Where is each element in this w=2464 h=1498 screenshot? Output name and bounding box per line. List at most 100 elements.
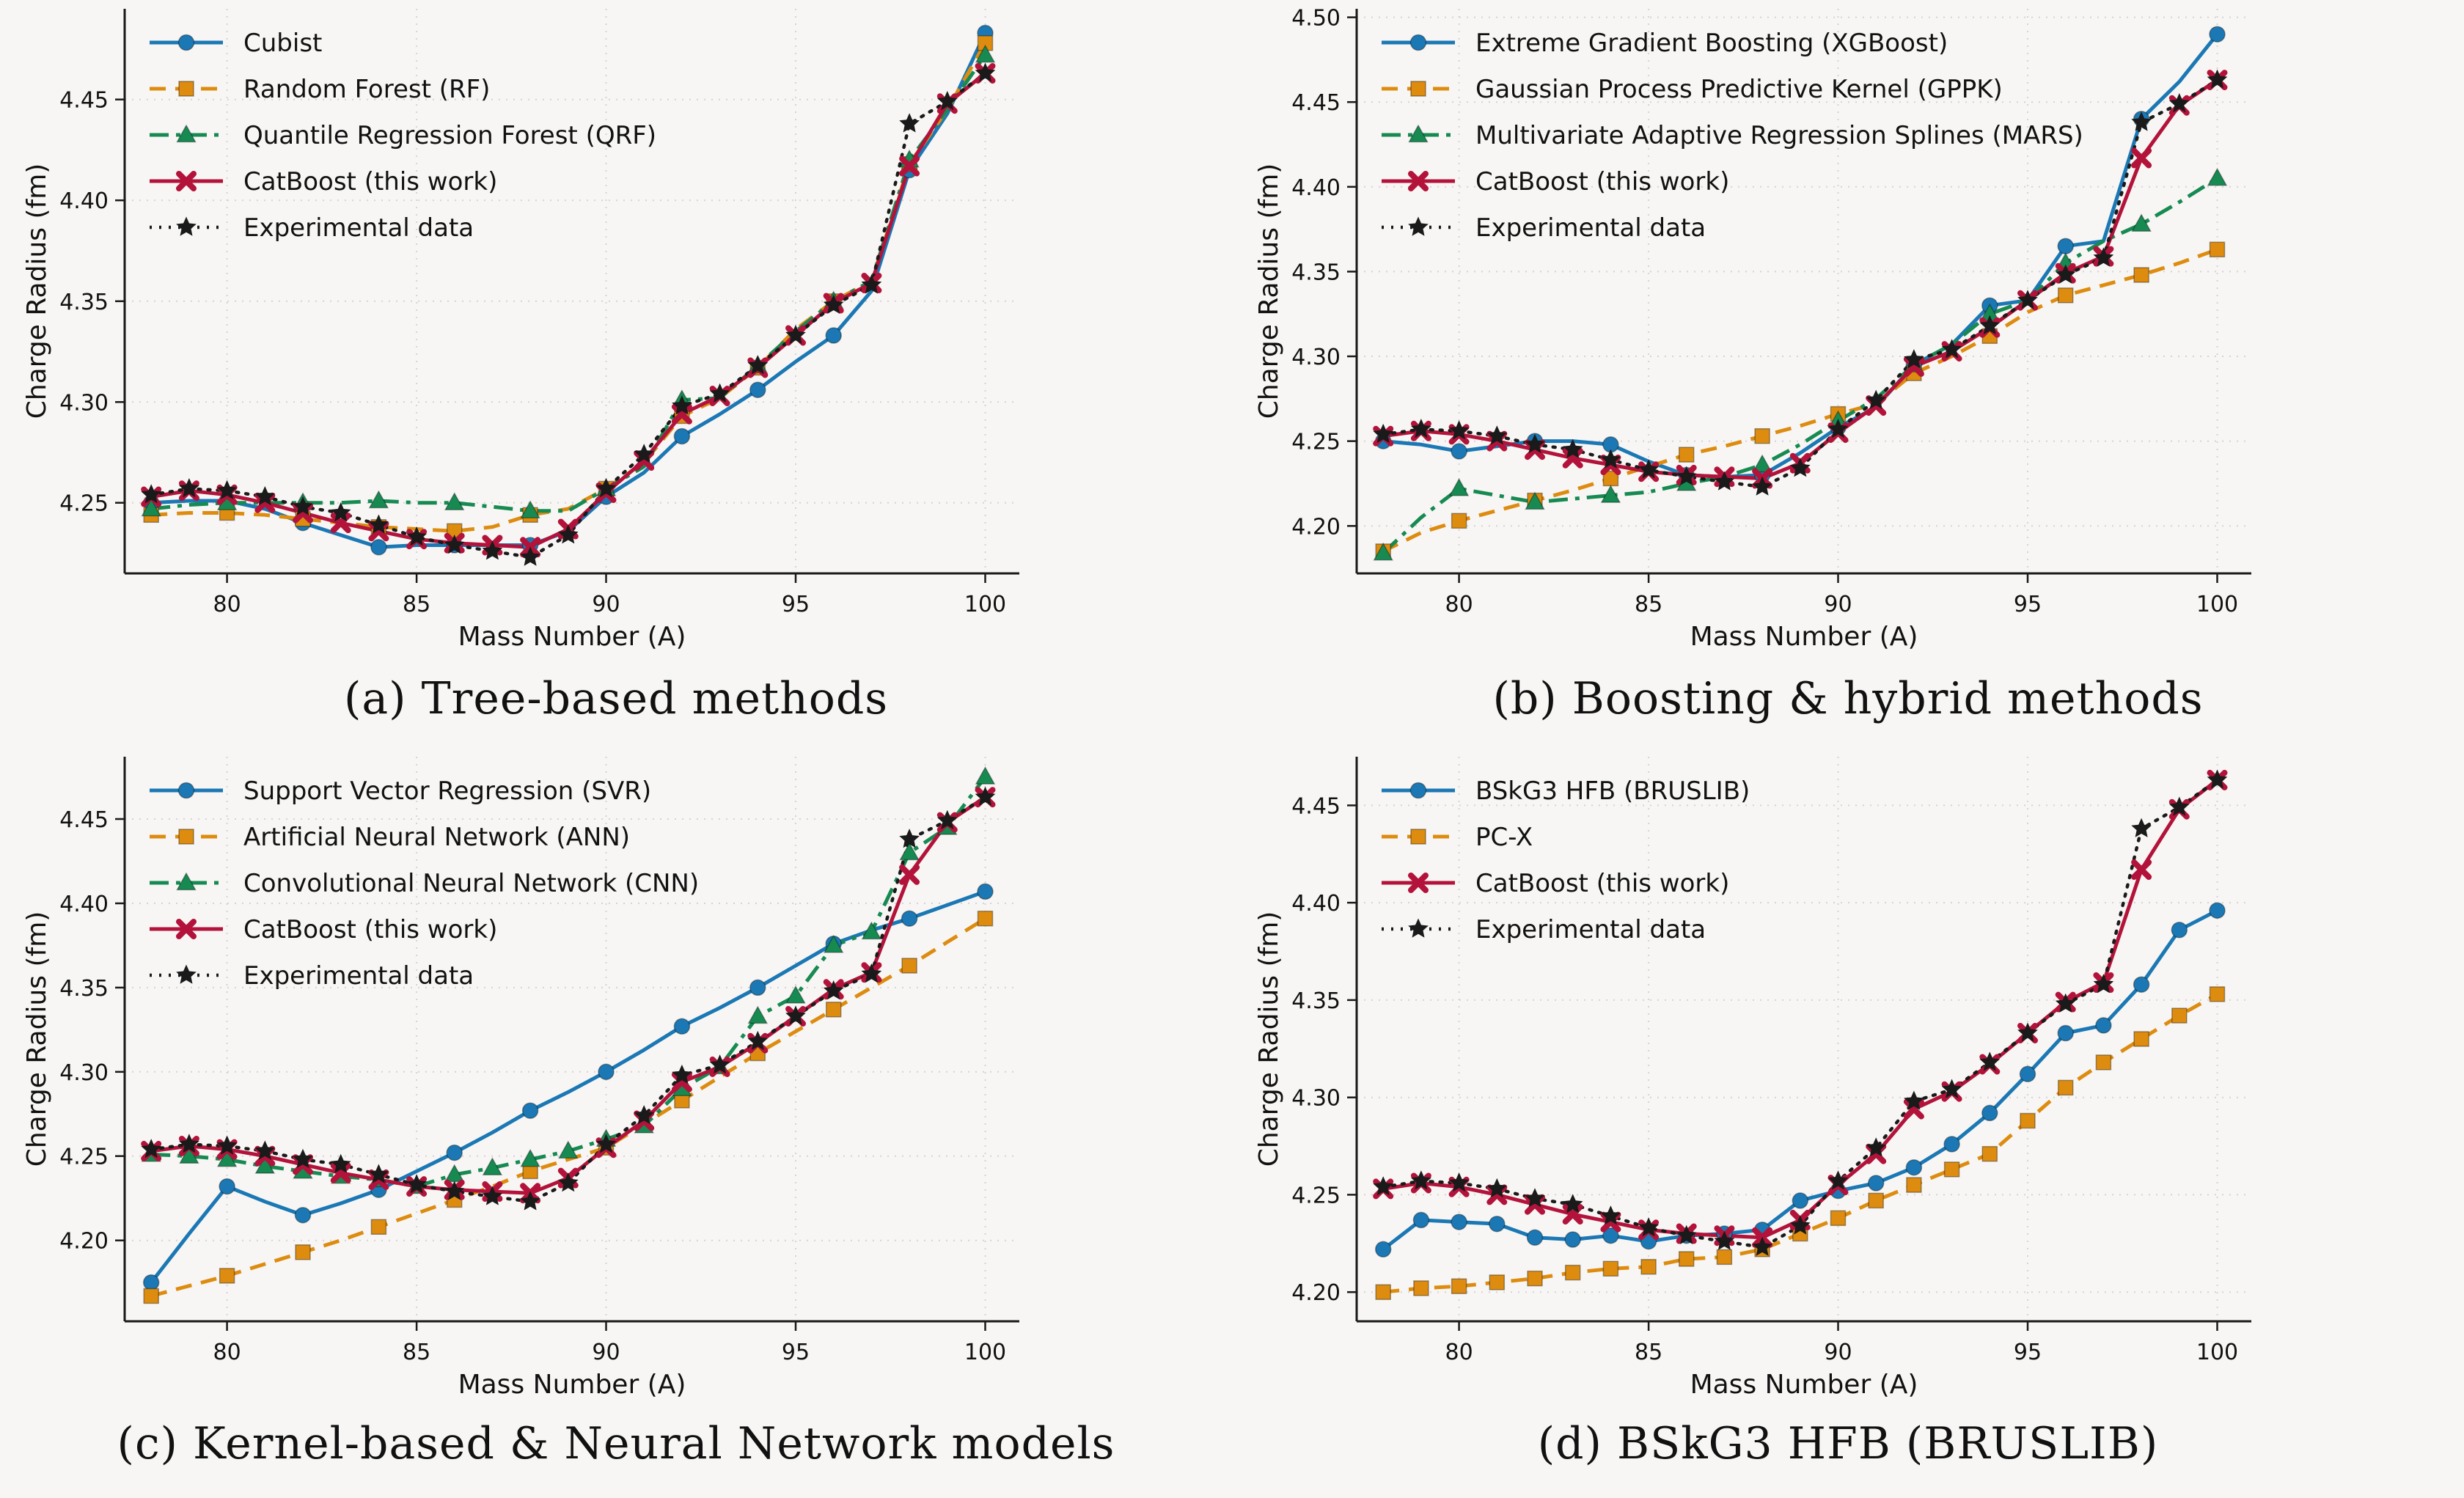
series-marker-star xyxy=(634,1105,654,1125)
series-marker-circle xyxy=(673,427,691,445)
series-marker-circle xyxy=(1412,1211,1430,1229)
series-marker-circle xyxy=(177,782,195,799)
series-marker-star xyxy=(1979,315,2001,335)
axis-tick-label-y: 4.45 xyxy=(1291,793,1341,819)
series-marker-star xyxy=(899,829,920,848)
axis-tick-label-x: 80 xyxy=(213,592,241,617)
axis-tick-label-y: 4.20 xyxy=(1291,1280,1341,1306)
legend-item: Gaussian Process Predictive Kernel (GPPK… xyxy=(1382,75,2003,104)
series-marker-x xyxy=(176,919,197,939)
series-marker-triangle xyxy=(861,921,882,940)
axis-tick-label-y: 4.35 xyxy=(59,290,109,315)
series-line xyxy=(1382,33,2219,479)
axis-tick-label-x: 80 xyxy=(1445,1340,1473,1365)
series-marker-star xyxy=(179,1134,199,1153)
series-marker-circle xyxy=(1981,1104,1998,1122)
legend-item: CatBoost (this work) xyxy=(150,915,497,944)
series-marker-circle xyxy=(2057,238,2074,254)
series-marker-x xyxy=(671,1071,692,1093)
series-marker-circle xyxy=(1451,1214,1467,1230)
panel-boosting-hybrid: 80 85 90 95 100 4.20 4.25 4.30 4.35 4.40 4.45 4.50 M… xyxy=(1232,0,2464,748)
series-line xyxy=(1382,177,2218,555)
series-marker-star xyxy=(2055,993,2076,1013)
series-marker-star xyxy=(975,786,996,806)
series-marker-star xyxy=(1408,216,1429,236)
series-marker-star xyxy=(1486,1178,1508,1198)
axis-tick-label-y: 4.35 xyxy=(59,976,109,1002)
axis-tick-label-x: 90 xyxy=(1824,592,1852,617)
legend-item-label: Experimental data xyxy=(243,961,474,991)
x-axis-label: Mass Number (A) xyxy=(458,1370,686,1400)
axis-tick-label-y: 4.50 xyxy=(1291,6,1341,32)
series-marker-triangle xyxy=(1752,454,1772,473)
x-axis-label: Mass Number (A) xyxy=(1690,1370,1918,1400)
series-marker-star xyxy=(2207,69,2228,89)
series-marker-star xyxy=(823,294,844,314)
series-marker-circle xyxy=(142,1274,160,1291)
series-marker-star xyxy=(1373,423,1393,444)
axis-tick-label-x: 85 xyxy=(403,1340,430,1365)
series-marker-circle xyxy=(521,1102,539,1119)
series-line xyxy=(150,917,986,1298)
series-line xyxy=(1381,78,2219,489)
series-line xyxy=(149,795,987,1204)
panel-tree-based: 80 85 90 95 100 4.25 4.30 4.35 4.40 4.45 Mass Numb… xyxy=(0,0,1232,748)
series-marker-star xyxy=(1866,389,1886,409)
axis-tick-label-x: 100 xyxy=(964,1340,1006,1365)
axis-tick-label-y: 4.20 xyxy=(59,1229,109,1255)
series-marker-square xyxy=(1981,1145,1998,1162)
series-marker-star xyxy=(179,478,199,498)
series-marker-triangle xyxy=(520,500,540,518)
series-marker-square xyxy=(1489,1274,1506,1290)
legend-item-label: CatBoost (this work) xyxy=(243,167,497,197)
legend-item-label: CatBoost (this work) xyxy=(243,915,497,944)
axis-tick-label-y: 4.30 xyxy=(1291,345,1341,370)
axis-tick-label-y: 4.45 xyxy=(59,807,109,833)
series-marker-star xyxy=(293,1148,313,1168)
series-marker-star xyxy=(2093,974,2114,994)
series-marker-circle xyxy=(1451,443,1467,460)
axis-tick-label-x: 90 xyxy=(592,1340,620,1365)
series-marker-star xyxy=(558,524,579,544)
series-marker-star xyxy=(1638,1217,1659,1237)
legend-item-label: Gaussian Process Predictive Kernel (GPPK… xyxy=(1475,75,2003,104)
series-marker-star xyxy=(1866,1137,1886,1157)
legend-item: Cubist xyxy=(150,29,322,58)
series-marker-circle xyxy=(2133,976,2150,993)
series-marker-square xyxy=(1602,1260,1619,1277)
series-marker-circle xyxy=(370,539,387,556)
series-marker-circle xyxy=(1526,1229,1544,1247)
series-marker-star xyxy=(595,1134,617,1153)
series-marker-star xyxy=(1448,420,1470,440)
series-marker-x xyxy=(2131,147,2152,169)
series-marker-triangle xyxy=(482,1157,503,1176)
series-marker-star xyxy=(2207,769,2228,789)
series-marker-triangle xyxy=(747,1005,769,1024)
panel-bskg3-hfb: 80 85 90 95 100 4.20 4.25 4.30 4.35 4.40 4.45 Mass … xyxy=(1232,748,2464,1498)
series-marker-square xyxy=(1830,1210,1847,1227)
series-marker-circle xyxy=(1409,782,1427,799)
series-marker-square xyxy=(2171,1007,2188,1024)
series-marker-circle xyxy=(1943,1136,1960,1153)
legend-item-label: Quantile Regression Forest (QRF) xyxy=(243,121,656,150)
series-marker-star xyxy=(558,1172,579,1192)
series-marker-star xyxy=(1486,425,1508,445)
series-marker-circle xyxy=(1374,1241,1392,1258)
caption-d: (d) BSkG3 HFB (BRUSLIB) xyxy=(1537,1418,2159,1469)
legend-item-label: Artificial Neural Network (ANN) xyxy=(243,823,630,852)
series-marker-star xyxy=(254,486,276,506)
series-marker-star xyxy=(216,480,238,499)
axis-tick-label-x: 95 xyxy=(782,1340,810,1365)
series-marker-circle xyxy=(1564,1231,1581,1248)
series-marker-star xyxy=(861,274,882,294)
series-marker-circle xyxy=(1905,1159,1923,1176)
axis-tick-label-y: 4.25 xyxy=(59,1145,109,1170)
legend-item: PC-X xyxy=(1382,823,1533,852)
series-marker-star xyxy=(2055,264,2076,284)
legend-item-label: PC-X xyxy=(1475,823,1533,852)
legend-item: Support Vector Regression (SVR) xyxy=(150,776,651,806)
legend-item-label: Experimental data xyxy=(1475,915,1706,944)
series-marker-star xyxy=(672,1064,692,1084)
y-axis-label: Charge Radius (fm) xyxy=(22,164,52,419)
axis-tick-label-y: 4.30 xyxy=(59,1060,109,1086)
